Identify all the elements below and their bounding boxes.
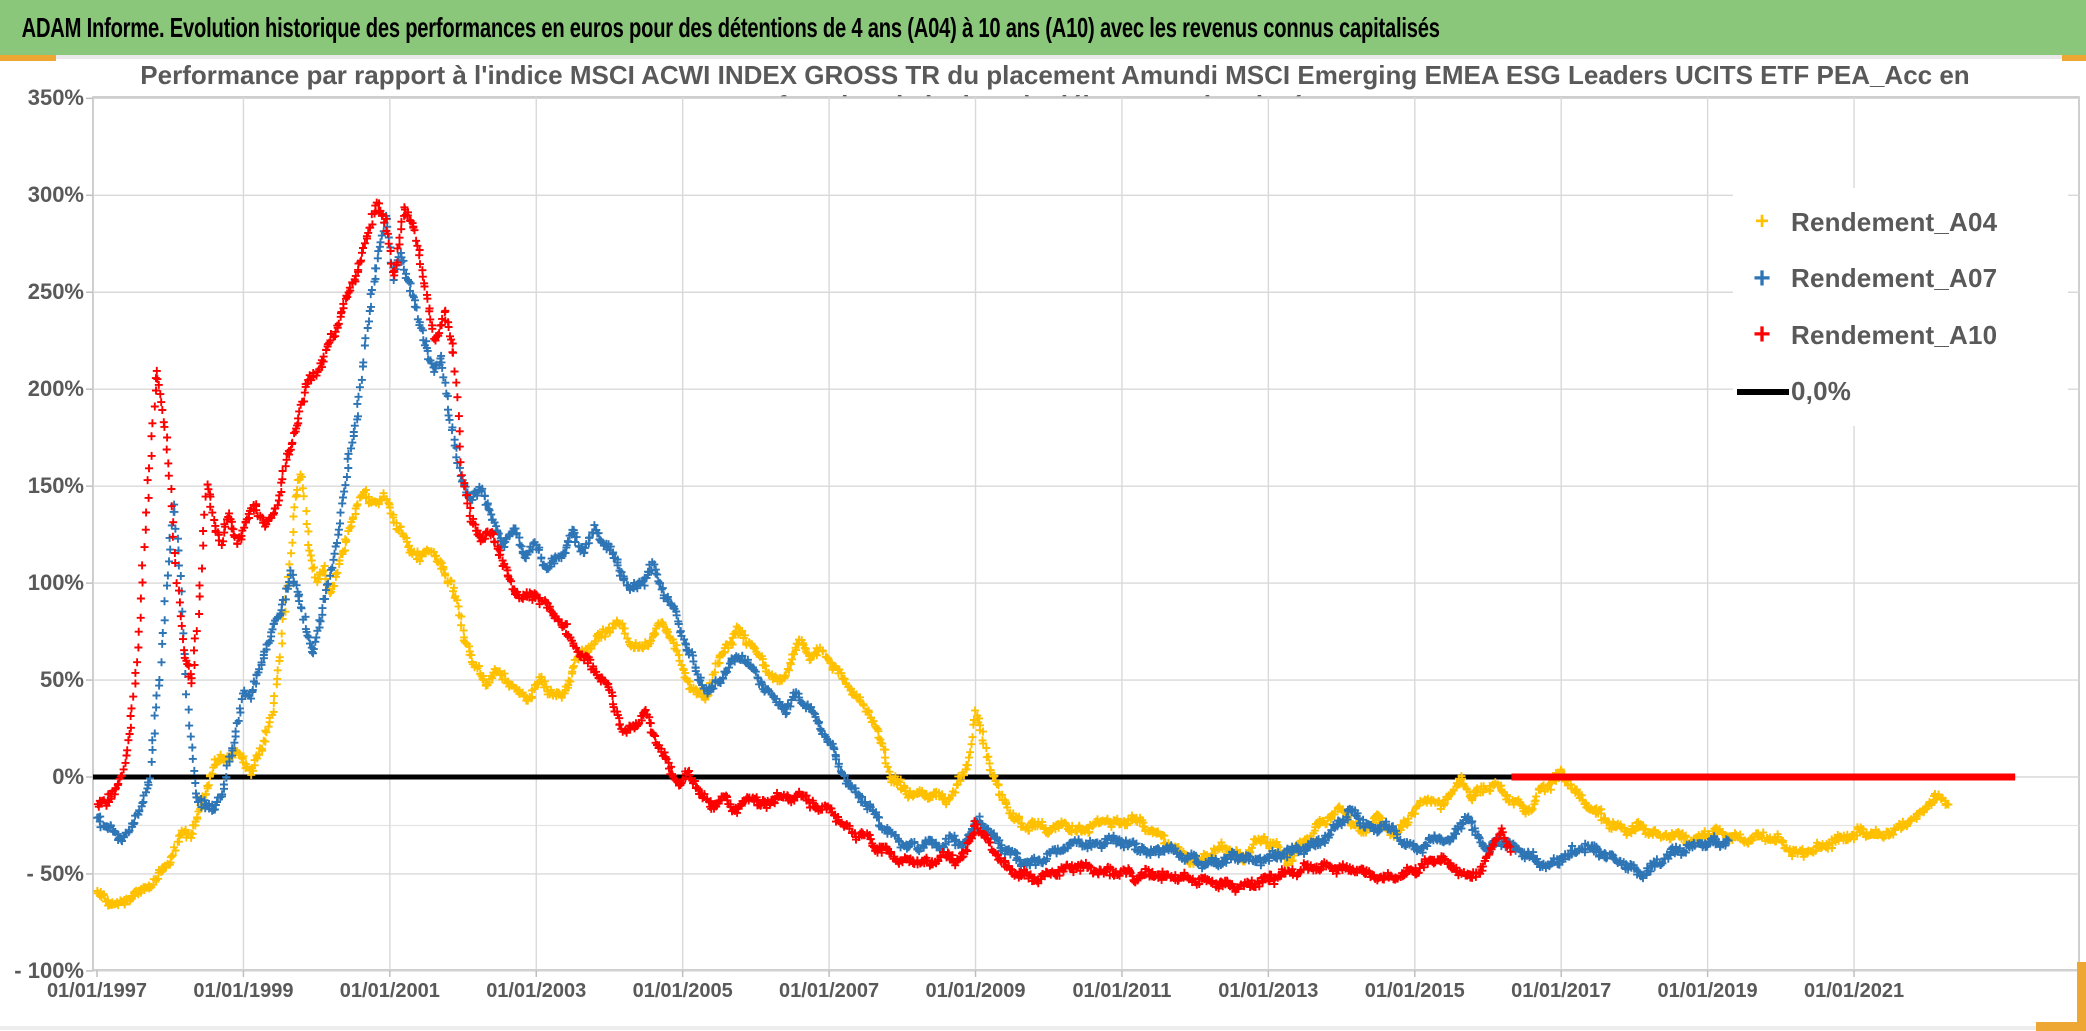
plus-marker-icon: + (1753, 261, 1771, 295)
x-axis-tick-label: 01/01/2003 (486, 980, 587, 1002)
x-axis-tick-label: 01/01/2007 (779, 980, 880, 1002)
bottom-rule (0, 1026, 2086, 1030)
x-axis-tick-label: 01/01/2017 (1511, 980, 1612, 1002)
y-axis-tick-label: 50% (39, 667, 84, 693)
legend-item-rendement-a04[interactable]: + Rendement_A04 (1733, 196, 2068, 248)
x-axis-tick-label: 01/01/2001 (339, 980, 440, 1002)
legend-label-zero: 0,0% (1791, 376, 1852, 407)
y-axis-tick-label: 300% (27, 182, 84, 208)
y-axis-tick-label: 150% (27, 473, 84, 499)
y-axis-tick-label: 0% (52, 764, 84, 789)
x-axis-tick-label: 01/01/2009 (925, 980, 1026, 1002)
report-banner-title: ADAM Informe. Evolution historique des p… (21, 11, 1440, 43)
x-axis-tick-label: 01/01/2015 (1364, 980, 1465, 1002)
x-axis-tick-label: 01/01/2013 (1218, 980, 1319, 1002)
legend-item-rendement-a10[interactable]: + Rendement_A10 (1733, 309, 2068, 361)
x-axis-tick-label: 01/01/2021 (1803, 980, 1905, 1002)
series-points-rendement_a07 (93, 211, 1733, 883)
plus-marker-icon: + (1753, 318, 1771, 352)
report-banner: ADAM Informe. Evolution historique des p… (0, 0, 2086, 55)
y-axis-tick-label: 200% (27, 376, 84, 402)
x-axis-tick-label: 01/01/1997 (46, 980, 148, 1002)
zero-line-marker-icon (1737, 388, 1789, 395)
series-points-rendement_a04 (93, 470, 1953, 910)
legend-item-rendement-a07[interactable]: + Rendement_A07 (1733, 253, 2068, 305)
chart-corner-accent-vertical (2077, 962, 2086, 1031)
x-axis-tick-label: 01/01/2011 (1072, 980, 1172, 1002)
legend-item-zero-line[interactable]: 0,0% (1733, 366, 2068, 418)
y-axis-tick-label: 350% (27, 85, 84, 111)
legend-label-a04: Rendement_A04 (1791, 206, 1998, 237)
y-axis-tick-label: 250% (27, 279, 84, 305)
plus-marker-icon: + (1754, 208, 1769, 235)
x-axis-tick-label: 01/01/1999 (193, 980, 294, 1002)
banner-underline (0, 55, 2086, 59)
legend-label-a07: Rendement_A07 (1791, 263, 1998, 294)
y-axis-tick-label: 100% (27, 570, 84, 596)
x-axis-tick-label: 01/01/2019 (1657, 980, 1758, 1002)
y-axis-tick-label: - 100% (14, 957, 84, 983)
chart-title-line1: Performance par rapport à l'indice MSCI … (140, 60, 1970, 90)
banner-accent-left (0, 55, 56, 61)
chart-corner-accent-horizontal (2036, 1022, 2086, 1031)
legend-label-a10: Rendement_A10 (1791, 319, 1998, 350)
x-axis-tick-label: 01/01/2005 (632, 980, 733, 1002)
series-points-rendement_a10 (93, 198, 1515, 896)
banner-accent-right (2062, 55, 2086, 61)
y-axis-tick-label: - 50% (26, 860, 84, 886)
chart-legend: + Rendement_A04 + Rendement_A07 + Rendem… (1733, 188, 2068, 426)
